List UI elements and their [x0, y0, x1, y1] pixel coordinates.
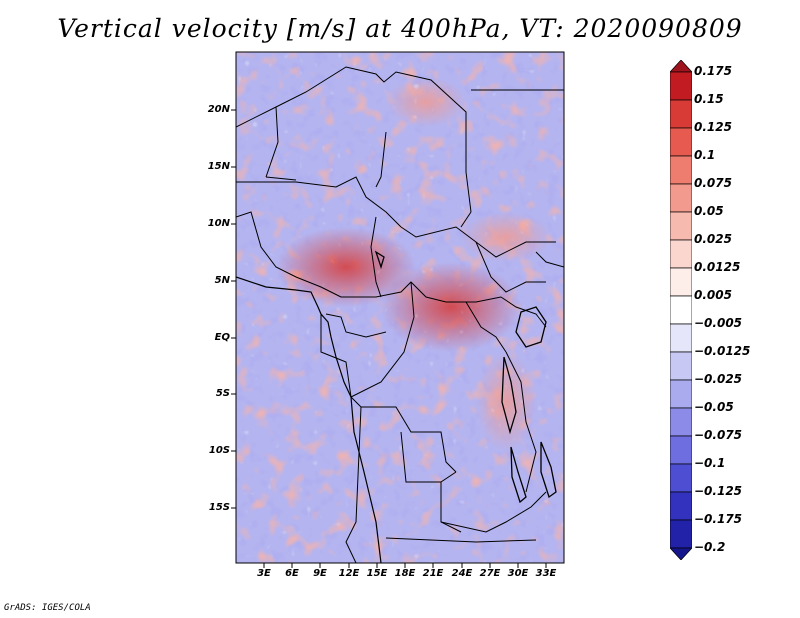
- colorbar-tick-label: 0.005: [694, 288, 732, 302]
- colorbar-swatch: [670, 99, 692, 129]
- colorbar-swatch: [670, 155, 692, 185]
- colorbar: [670, 60, 692, 560]
- lon-tick-label: 9E: [313, 568, 327, 579]
- colorbar-swatch: [670, 519, 692, 549]
- colorbar-swatch: [670, 323, 692, 353]
- contour-texture: [236, 52, 564, 563]
- colorbar-tick-label: −0.175: [694, 512, 743, 526]
- lat-tick-label: 5S: [215, 388, 230, 399]
- colorbar-tick-label: −0.125: [694, 484, 743, 498]
- colorbar-tick-label: −0.075: [694, 428, 743, 442]
- map-frame: [235, 51, 565, 564]
- colorbar-swatch: [670, 435, 692, 465]
- lon-tick-label: 33E: [535, 568, 557, 579]
- colorbar-tick-label: 0.025: [694, 232, 732, 246]
- lon-tick-label: 3E: [257, 568, 271, 579]
- colorbar-swatch: [670, 407, 692, 437]
- lon-tick-label: 24E: [451, 568, 473, 579]
- map-title: Vertical velocity [m/s] at 400hPa, VT: 2…: [57, 14, 743, 43]
- colorbar-tick-label: −0.1: [694, 456, 726, 470]
- colorbar-tick-label: 0.125: [694, 120, 732, 134]
- colorbar-swatch: [670, 183, 692, 213]
- colorbar-tick-label: −0.025: [694, 372, 743, 386]
- lon-tick-label: 21E: [422, 568, 444, 579]
- lon-tick-label: 18E: [394, 568, 416, 579]
- colorbar-swatch: [670, 239, 692, 269]
- coastline: [235, 276, 382, 564]
- colorbar-tick-label: 0.1: [694, 148, 716, 162]
- colorbar-swatch: [670, 491, 692, 521]
- lat-tick-label: 10S: [208, 445, 230, 456]
- lon-tick-label: 6E: [285, 568, 299, 579]
- map-panel: [235, 52, 565, 564]
- colorbar-swatch: [670, 351, 692, 381]
- lat-tick-label: 15N: [207, 161, 230, 172]
- velocity-field-map: [235, 52, 565, 564]
- lon-tick-label: 12E: [338, 568, 360, 579]
- lat-tick-label: 15S: [208, 502, 230, 513]
- colorbar-tick-label: −0.0125: [694, 344, 751, 358]
- lon-tick-label: 27E: [479, 568, 501, 579]
- colorbar-swatch: [670, 463, 692, 493]
- lon-tick-label: 30E: [507, 568, 529, 579]
- lat-tick-label: 10N: [207, 218, 230, 229]
- colorbar-swatch: [670, 211, 692, 241]
- colorbar-swatch: [670, 71, 692, 101]
- colorbar-swatch: [670, 379, 692, 409]
- colorbar-tick-label: 0.05: [694, 204, 724, 218]
- lat-tick-label: 5N: [214, 275, 230, 286]
- colorbar-min-arrow: [670, 547, 692, 560]
- colorbar-tick-label: −0.005: [694, 316, 743, 330]
- lat-tick-label: EQ: [214, 332, 230, 343]
- colorbar-swatch: [670, 267, 692, 297]
- colorbar-tick-label: 0.175: [694, 64, 732, 78]
- colorbar-max-arrow: [670, 60, 692, 73]
- colorbar-tick-label: −0.05: [694, 400, 734, 414]
- colorbar-tick-label: 0.0125: [694, 260, 741, 274]
- lakes: [374, 250, 557, 504]
- lon-tick-label: 15E: [366, 568, 388, 579]
- lat-tick-label: 20N: [207, 104, 230, 115]
- colorbar-tick-label: 0.075: [694, 176, 732, 190]
- colorbar-swatch: [670, 127, 692, 157]
- colorbar-tick-label: −0.2: [694, 540, 726, 554]
- colorbar-swatch: [670, 295, 692, 325]
- colorbar-tick-label: 0.15: [694, 92, 724, 106]
- footer-credit: GrADS: IGES/COLA: [4, 603, 91, 613]
